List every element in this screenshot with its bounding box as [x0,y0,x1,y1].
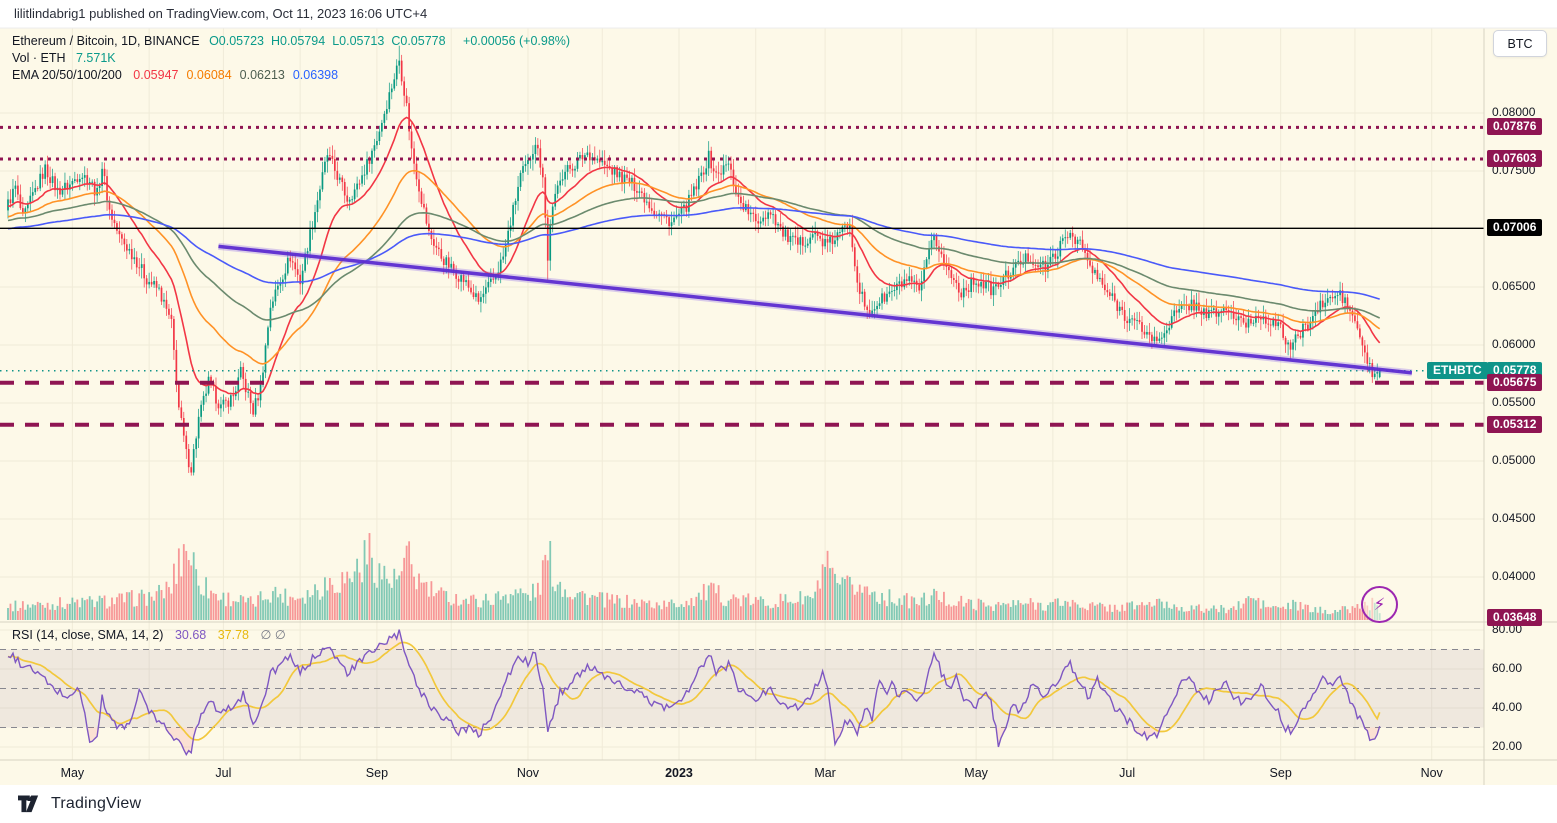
volume-layer [7,533,1381,620]
ohlc-value: C0.05778 [391,34,446,48]
rsi-legend-row[interactable]: RSI (14, close, SMA, 14, 2) 30.68 37.78 … [12,627,286,642]
descending-trendline [218,244,1413,375]
symbol-legend-row[interactable]: Ethereum / Bitcoin, 1D, BINANCE O0.05723… [12,33,570,50]
ema-label: EMA 20/50/100/200 [12,68,122,82]
rsi-label: RSI (14, close, SMA, 14, 2) [12,628,164,642]
rsi-value: 30.68 [174,628,207,642]
volume-value: 7.571K [75,51,116,65]
boost-icon[interactable]: ⚡ [1361,586,1398,623]
rsi-sma-value: 37.78 [217,628,249,642]
ema-50-line [7,169,1381,365]
ema-value: 0.05947 [133,68,179,82]
volume-legend-row[interactable]: Vol · ETH 7.571K [12,50,570,67]
volume-label: Vol · ETH [12,51,66,65]
level-lines-layer [0,125,1484,427]
ema-20-line [7,116,1381,395]
change-value: +0.00056 (+0.98%) [463,34,571,48]
ohlc-value: H0.05794 [270,34,326,48]
ema-value: 0.06084 [186,68,232,82]
ohlc-value: L0.05713 [332,34,385,48]
ema-100-line [7,192,1381,321]
lightning-bolt-icon: ⚡ [1373,594,1386,614]
symbol-title: Ethereum / Bitcoin, 1D, BINANCE [12,34,200,48]
grid-layer [0,28,1484,760]
rsi-line [7,629,1381,757]
tradingview-brand-text[interactable]: TradingView [51,795,142,812]
currency-toggle-button[interactable]: BTC [1493,30,1547,57]
rsi-sma-line [7,641,1381,741]
rsi-pane [0,629,1484,757]
ohlc-values: O0.05723 H0.05794 L0.05713 C0.05778 [209,34,453,48]
ema-legend-row[interactable]: EMA 20/50/100/200 0.05947 0.06084 0.06213 0… [12,67,570,84]
chart-legend: Ethereum / Bitcoin, 1D, BINANCE O0.05723… [12,33,570,84]
ema-lines-layer [7,116,1381,395]
footer: TradingView [0,785,1557,823]
ema-values: 0.05947 0.06084 0.06213 0.06398 [125,68,338,82]
ema-200-line [7,207,1380,300]
ohlc-value: O0.05723 [209,34,264,48]
byline: lilitlindabrig1 published on TradingView… [14,6,428,21]
ema-value: 0.06398 [292,68,339,82]
tradingview-logo-icon[interactable] [18,794,43,814]
ema-value: 0.06213 [239,68,285,82]
rsi-empty-set-icons: ∅ ∅ [260,628,286,642]
